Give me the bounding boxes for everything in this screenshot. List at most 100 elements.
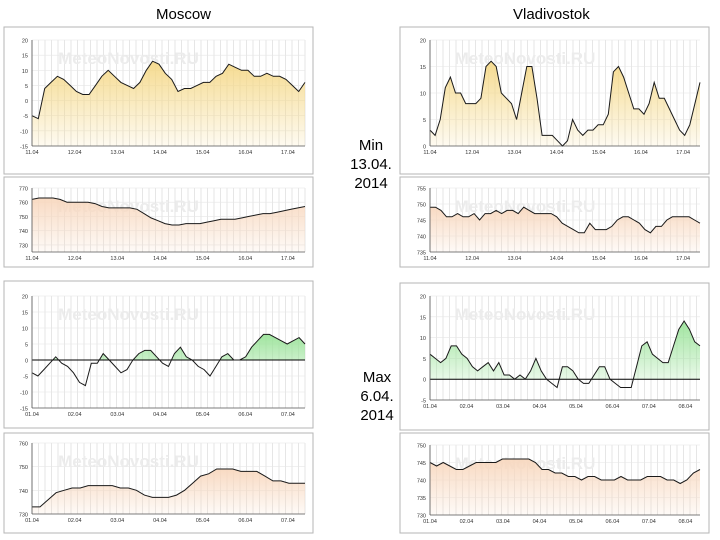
watermark: MeteoNovosti.RU [455,305,596,324]
x-tick-label: 17.04 [281,150,295,156]
y-tick-label: 745 [417,461,426,467]
vlad-max-press-series-line [429,458,701,485]
x-tick-label: 01.04 [25,518,39,524]
y-tick-label: 740 [417,235,426,241]
y-tick-label: -15 [20,407,28,413]
moscow-max-temp-chart: 20 15 10 5 0 -5 -10 -15 MeteoNovosti.RU 01.04 02.0… [3,280,314,429]
y-tick-label: 735 [417,251,426,257]
vlad-min-press-chart: 755 750 745 740 735 MeteoNovosti.RU 11.04 12.04… [399,176,710,268]
x-tick-label: 16.04 [634,150,648,156]
y-tick-label: 5 [25,343,28,349]
y-tick-label: 20 [420,295,426,301]
x-tick-label: 16.04 [238,150,252,156]
x-tick-label: 01.04 [25,412,39,418]
x-tick-label: 15.04 [196,256,210,262]
x-tick-label: 13.04 [110,256,124,262]
x-tick-label: 15.04 [592,256,606,262]
y-tick-label: 740 [417,479,426,485]
max-date: 6.04. [360,388,394,405]
heading-moscow: Moscow [156,6,212,23]
y-tick-label: 740 [19,229,28,235]
x-tick-label: 14.04 [550,150,564,156]
x-tick-label: 03.04 [496,519,510,525]
moscow-max-temp-series-line [31,333,306,387]
x-tick-label: 06.04 [238,412,252,418]
x-tick-label: 15.04 [196,150,210,156]
x-tick-label: 17.04 [281,256,295,262]
y-tick-label: 15 [420,315,426,321]
moscow-min-temp-series-line [31,60,306,120]
watermark: MeteoNovosti.RU [58,49,199,68]
x-tick-label: 01.04 [423,404,437,410]
x-tick-label: 06.04 [238,518,252,524]
x-tick-label: 07.04 [642,404,656,410]
min-date: 13.04. [350,156,392,173]
x-tick-label: 17.04 [676,256,690,262]
x-tick-label: 03.04 [496,404,510,410]
y-tick-label: 750 [417,203,426,209]
x-tick-label: 14.04 [153,150,167,156]
y-tick-label: 5 [423,357,426,363]
y-tick-label: 20 [22,295,28,301]
watermark: MeteoNovosti.RU [455,49,596,68]
x-tick-label: 14.04 [550,256,564,262]
y-tick-label: 0 [25,99,28,105]
x-tick-label: 16.04 [634,256,648,262]
moscow-min-press-series-line [31,197,306,226]
max-date-note: Max 6.04. 2014 [349,368,405,425]
x-tick-label: 03.04 [110,518,124,524]
vlad-max-press-area [430,459,700,515]
x-tick-label: 01.04 [423,519,437,525]
y-tick-label: 750 [19,465,28,471]
x-tick-label: 06.04 [606,404,620,410]
x-tick-label: 05.04 [196,412,210,418]
x-tick-label: 04.04 [153,518,167,524]
x-tick-label: 12.04 [68,150,82,156]
heading-vladivostok: Vladivostok [513,6,590,23]
max-year: 2014 [360,407,394,424]
x-tick-label: 06.04 [606,519,620,525]
x-tick-label: 13.04 [507,150,521,156]
vlad-min-press-series-line [430,206,701,234]
x-tick-label: 11.04 [25,150,38,156]
x-tick-label: 14.04 [153,256,167,262]
x-tick-label: 02.04 [460,519,474,525]
max-label: Max [362,369,392,386]
y-tick-label: 0 [25,359,28,365]
x-tick-label: 15.04 [592,150,606,156]
x-tick-label: 08.04 [679,519,693,525]
x-tick-label: 08.04 [679,404,693,410]
x-tick-label: 04.04 [533,404,547,410]
vlad-min-press-area [430,207,700,252]
y-tick-label: 760 [19,201,28,207]
y-tick-label: 10 [420,336,426,342]
watermark: MeteoNovosti.RU [58,305,199,324]
y-tick-label: -5 [23,375,28,381]
x-tick-label: 11.04 [423,150,436,156]
x-tick-label: 04.04 [533,519,547,525]
y-tick-label: 735 [417,496,426,502]
x-tick-label: 13.04 [110,150,124,156]
moscow-min-press-area [32,198,305,252]
vlad-max-temp-series-line [429,320,701,389]
y-tick-label: 755 [417,187,426,193]
x-tick-label: 13.04 [507,256,521,262]
y-tick-label: 745 [417,219,426,225]
y-tick-label: 0 [423,145,426,151]
vlad-max-temp-chart: 20 15 10 5 0 -5 MeteoNovosti.RU 01.04 02.04 03.04… [399,282,710,431]
y-tick-label: -10 [20,391,28,397]
x-tick-label: 05.04 [196,518,210,524]
moscow-min-temp-chart: 20 15 10 5 0 -5 -10 -15 MeteoNovosti.RU 11.04 12.0… [3,26,314,175]
y-tick-label: -5 [421,399,426,405]
vlad-min-temp-chart: 20 15 10 5 0 MeteoNovosti.RU 11.04 12.04 13.04 14… [399,26,710,175]
moscow-min-temp-area [32,61,305,147]
y-tick-label: 20 [22,39,28,45]
moscow-max-temp-area [32,334,305,360]
y-tick-label: 15 [22,54,28,60]
x-tick-label: 05.04 [569,404,583,410]
moscow-max-press-chart: 760 750 740 730 MeteoNovosti.RU 01.04 02.04 03.… [3,432,314,534]
vlad-max-press-chart: 750745740735730MeteoNovosti.RU01.0402.04… [399,432,710,534]
vlad-min-temp-area [430,61,700,147]
y-tick-label: 5 [423,118,426,124]
